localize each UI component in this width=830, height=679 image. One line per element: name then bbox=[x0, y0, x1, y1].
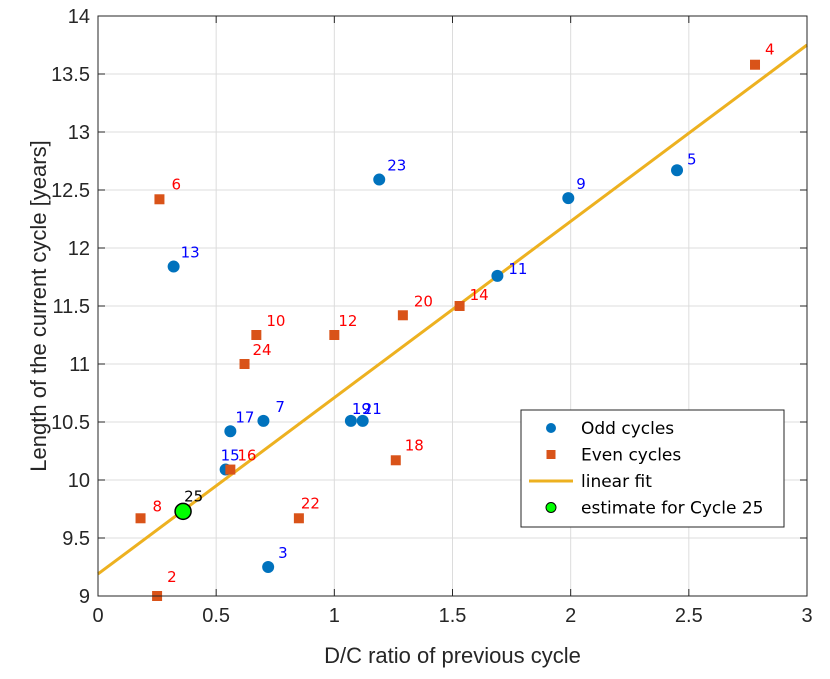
point-label: 16 bbox=[237, 447, 256, 465]
odd-cycle-point bbox=[167, 260, 180, 273]
point-label: 9 bbox=[576, 175, 586, 193]
legend-box bbox=[520, 409, 785, 528]
even-cycle-point bbox=[135, 513, 146, 524]
legend-label: linear fit bbox=[581, 472, 652, 492]
even-cycle-point bbox=[239, 359, 250, 369]
point-label: 22 bbox=[301, 494, 320, 512]
point-label: 3 bbox=[278, 544, 288, 562]
x-tick-label: 1.5 bbox=[439, 605, 467, 627]
even-cycle-point bbox=[329, 330, 340, 340]
x-tick-label: 0.5 bbox=[202, 605, 230, 627]
point-label: 19 bbox=[352, 400, 371, 418]
point-label: 6 bbox=[171, 175, 181, 193]
odd-cycle-point bbox=[671, 164, 684, 177]
point-label: 24 bbox=[253, 341, 272, 359]
y-tick-label: 13.5 bbox=[51, 64, 90, 86]
x-tick-label: 2 bbox=[565, 605, 576, 627]
y-tick-label: 13 bbox=[68, 122, 90, 144]
even-cycle-point bbox=[454, 301, 465, 311]
y-tick-label: 11 bbox=[69, 354, 90, 376]
odd-cycle-point bbox=[373, 173, 386, 186]
even-cycle-point bbox=[390, 455, 401, 466]
point-label: 12 bbox=[338, 312, 357, 330]
y-tick-label: 12.5 bbox=[51, 180, 90, 202]
points-layer bbox=[135, 59, 761, 601]
point-label: 8 bbox=[153, 497, 163, 515]
point-label: 5 bbox=[687, 150, 697, 168]
even-cycle-point bbox=[293, 513, 304, 524]
estimate-point bbox=[174, 502, 192, 521]
even-cycle-point bbox=[225, 464, 236, 475]
legend-odd-marker bbox=[546, 423, 556, 433]
point-label: 11 bbox=[508, 260, 527, 278]
linear-fit-line bbox=[97, 43, 808, 576]
odd-cycle-point bbox=[257, 414, 270, 427]
x-axis-label: D/C ratio of previous cycle bbox=[324, 643, 581, 668]
x-tick-label: 0 bbox=[92, 605, 103, 627]
even-cycle-point bbox=[750, 59, 761, 70]
point-label: 18 bbox=[405, 436, 424, 454]
y-tick-label: 9 bbox=[79, 586, 90, 608]
point-label: 2 bbox=[167, 568, 177, 586]
odd-cycle-point bbox=[224, 425, 237, 438]
legend-estimate-marker bbox=[545, 502, 557, 513]
legend: Odd cycles Even cycles linear fit estimate … bbox=[520, 409, 785, 528]
fit-layer bbox=[97, 43, 808, 576]
point-label: 7 bbox=[275, 398, 285, 416]
legend-label: Even cycles bbox=[581, 446, 681, 466]
y-tick-label: 10.5 bbox=[51, 412, 90, 434]
even-cycle-point bbox=[154, 194, 165, 205]
point-label: 25 bbox=[184, 487, 203, 505]
legend-even-marker bbox=[546, 450, 556, 459]
point-label: 15 bbox=[221, 447, 240, 465]
y-axis-label: Length of the current cycle [years] bbox=[26, 140, 51, 471]
x-tick-label: 2.5 bbox=[675, 605, 703, 627]
y-tick-label: 9.5 bbox=[62, 528, 90, 550]
point-label: 13 bbox=[181, 244, 200, 262]
odd-cycle-point bbox=[344, 414, 357, 427]
y-tick-label: 14 bbox=[68, 6, 90, 28]
x-tick-label: 1 bbox=[329, 605, 340, 627]
odd-cycle-point bbox=[491, 269, 504, 282]
odd-cycle-point bbox=[356, 414, 369, 427]
point-label: 20 bbox=[414, 292, 433, 310]
x-tick-label: 3 bbox=[801, 605, 812, 627]
point-label: 21 bbox=[363, 400, 382, 418]
y-tick-label: 11.5 bbox=[53, 296, 90, 318]
legend-label: estimate for Cycle 25 bbox=[581, 499, 763, 519]
point-label: 23 bbox=[387, 157, 406, 175]
legend-label: Odd cycles bbox=[581, 419, 674, 439]
point-label: 14 bbox=[470, 286, 489, 304]
point-label: 17 bbox=[235, 408, 254, 426]
even-cycle-point bbox=[397, 310, 408, 321]
point-label: 4 bbox=[765, 41, 775, 59]
legend-items: Odd cycles Even cycles linear fit estimate … bbox=[529, 419, 763, 519]
y-tick-label: 10 bbox=[68, 470, 90, 492]
odd-cycle-point bbox=[562, 192, 575, 205]
axis-ticks: 0 0.5 1 1.5 2 2.5 399.51010.51111.51212.51313.… bbox=[51, 6, 813, 627]
odd-cycle-point bbox=[262, 561, 275, 573]
y-tick-label: 12 bbox=[68, 238, 90, 260]
point-label: 10 bbox=[266, 312, 285, 330]
even-cycle-point bbox=[251, 330, 262, 340]
